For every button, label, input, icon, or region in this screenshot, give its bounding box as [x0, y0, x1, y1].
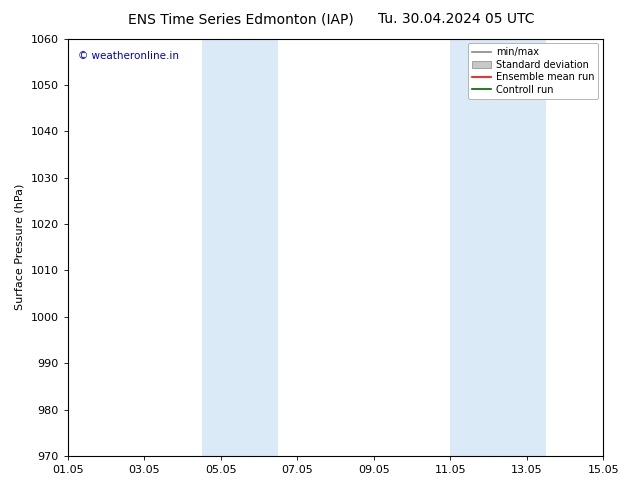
Bar	[202, 39, 278, 456]
Text: © weatheronline.in: © weatheronline.in	[79, 51, 179, 61]
Legend: min/max, Standard deviation, Ensemble mean run, Controll run: min/max, Standard deviation, Ensemble me…	[468, 44, 598, 98]
Bar	[450, 39, 546, 456]
Text: Tu. 30.04.2024 05 UTC: Tu. 30.04.2024 05 UTC	[378, 12, 534, 26]
Text: ENS Time Series Edmonton (IAP): ENS Time Series Edmonton (IAP)	[128, 12, 354, 26]
Y-axis label: Surface Pressure (hPa): Surface Pressure (hPa)	[15, 184, 25, 311]
